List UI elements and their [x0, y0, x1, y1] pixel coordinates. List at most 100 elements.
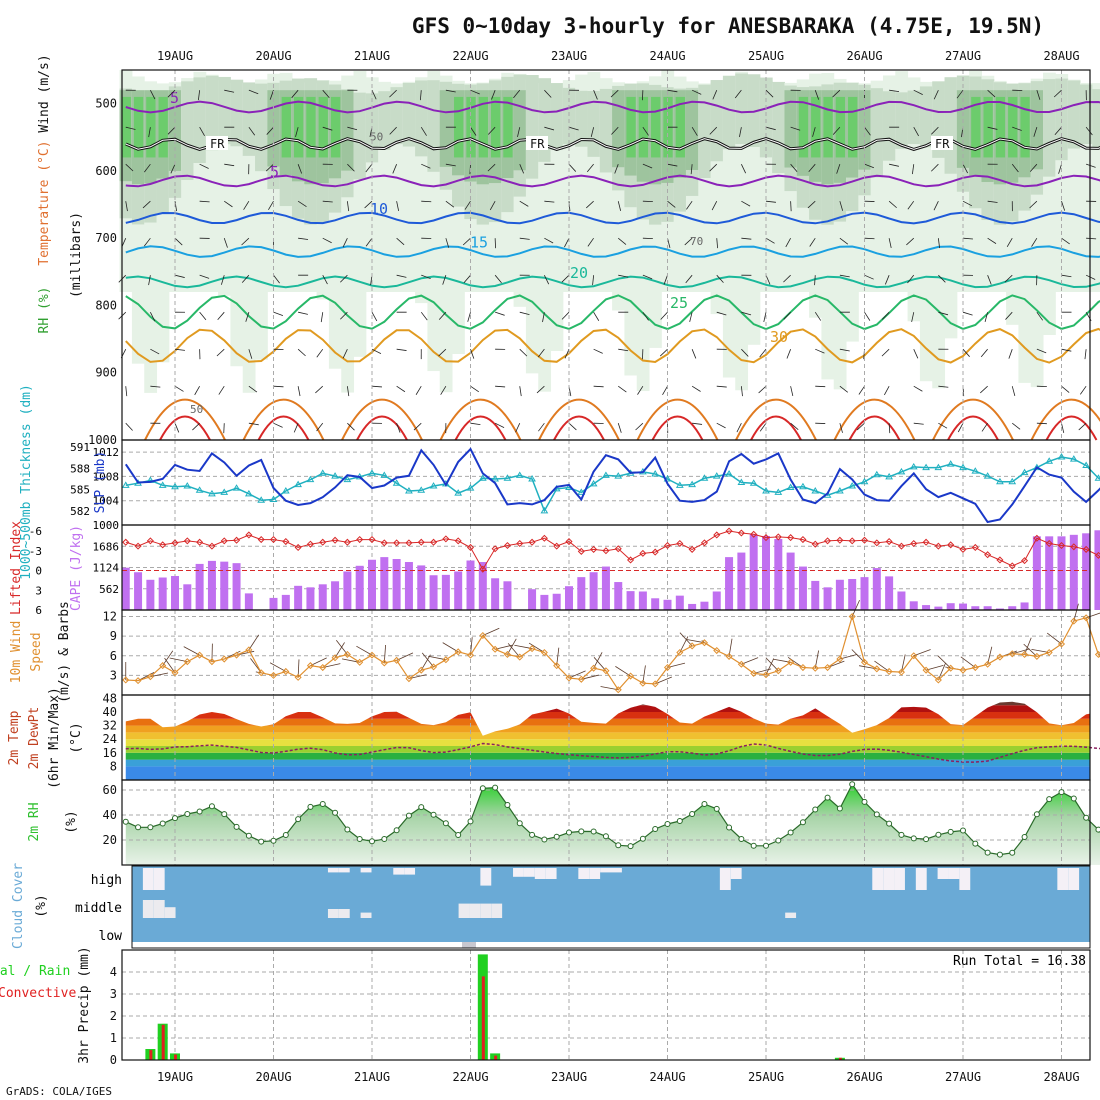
rh-point [172, 815, 178, 822]
thickness-point [835, 487, 844, 494]
wind-barb [1036, 90, 1041, 100]
wind-speed-point [1045, 648, 1053, 657]
isotherm-hot [735, 398, 817, 441]
wind-barb [1084, 349, 1087, 360]
wind-speed-point [430, 663, 438, 671]
lifted-index-point [922, 538, 930, 546]
wind-speed-point [380, 659, 388, 667]
rh-cell [932, 83, 946, 389]
wind-speed-point [639, 679, 647, 687]
wind-speed-point [590, 664, 598, 672]
wind-speed-point [356, 658, 364, 666]
lifted-index-point [700, 539, 708, 547]
wind-barb [956, 89, 964, 99]
cape-bar [503, 581, 512, 610]
wind-barb [365, 237, 373, 247]
wind-barb [442, 642, 459, 653]
wind-barb [851, 649, 865, 663]
thickness-point [257, 496, 266, 503]
wind-barb [957, 422, 964, 433]
wind-barb [494, 422, 505, 428]
temp-band [125, 746, 1090, 753]
rh-cell [919, 81, 933, 382]
wind-speed-point [799, 664, 807, 672]
wind-barb [364, 200, 373, 209]
wind-barb [164, 657, 176, 674]
wind-barb [445, 238, 450, 248]
axis-label: 2m DewPt [27, 707, 42, 770]
wind-barb [507, 638, 517, 655]
lifted-index-point [873, 539, 881, 547]
wind-barb [684, 237, 693, 246]
thickness-point [971, 467, 980, 474]
precip-conv-bar [174, 1054, 177, 1060]
cape-bar [429, 575, 438, 610]
wind-speed-point [1082, 614, 1090, 622]
wind-barb [987, 237, 997, 244]
cloud-high-gap [545, 868, 557, 879]
wind-barb [167, 89, 176, 98]
wind-barb [962, 163, 968, 174]
wind-barb [642, 311, 649, 321]
rh-cell [907, 90, 921, 145]
lifted-index-point [713, 531, 721, 539]
wind-speed-point [528, 645, 536, 653]
rh-cell [882, 91, 896, 161]
wind-speed-point [183, 658, 191, 666]
lifted-index-point [1057, 541, 1066, 550]
cloud-mid-gap [142, 900, 154, 918]
wind-barb [519, 200, 529, 207]
cape-bar [121, 567, 130, 610]
y-tick-label: 3 [110, 987, 117, 1001]
wind-barb [507, 643, 521, 658]
rh-point [1046, 796, 1053, 803]
wind-barb [1085, 163, 1096, 168]
wind-barb [336, 640, 348, 655]
isotherm-hot [341, 398, 423, 441]
wind-barb [438, 311, 447, 320]
wind-barb [346, 386, 350, 397]
thickness-point [651, 470, 660, 477]
rh-point [208, 803, 215, 810]
isotherm-line [125, 245, 1100, 258]
y-tick-label: 4 [110, 965, 117, 979]
rh-cell [478, 96, 488, 158]
cloud-high-gap [611, 868, 622, 873]
rh-cell [823, 96, 833, 158]
thickness-point [158, 481, 167, 488]
wind-barb [371, 311, 378, 322]
cape-bar [343, 571, 352, 610]
thickness-point [232, 484, 241, 491]
wind-barb [392, 164, 397, 174]
rh-point [689, 811, 696, 817]
y-tick-label: 40 [103, 808, 117, 822]
y-tick-label: 8 [110, 759, 117, 773]
lifted-index-point [984, 551, 992, 559]
wind-barb [741, 200, 751, 207]
rh-cell [870, 88, 884, 178]
cloud-mid-gap [458, 903, 470, 918]
thickness-point [700, 474, 709, 481]
wind-barb [125, 201, 128, 212]
cloud-high-gap [915, 868, 927, 890]
wind-barb [1036, 348, 1047, 354]
wind-barb [544, 126, 555, 131]
rh-point [196, 808, 203, 815]
y-tick-label: 60 [103, 783, 117, 797]
axis-label: Speed [29, 632, 44, 671]
y-tick-label: 3 [110, 668, 117, 682]
wind-barb [1085, 612, 1100, 619]
wind-speed-point [146, 673, 154, 681]
lifted-index-point [762, 534, 770, 542]
cape-bar [959, 603, 967, 610]
wind-speed-point [577, 675, 585, 683]
wind-speed-point [1057, 640, 1066, 648]
wind-barb [987, 89, 996, 98]
wind-barb [913, 649, 931, 657]
rh-cell [995, 96, 1006, 158]
thickness-point [405, 487, 413, 494]
cloud-high-gap [719, 868, 731, 890]
lifted-index-point [540, 534, 548, 542]
date-label: 27AUG [945, 1070, 981, 1084]
li-tick: 0 [35, 565, 42, 578]
